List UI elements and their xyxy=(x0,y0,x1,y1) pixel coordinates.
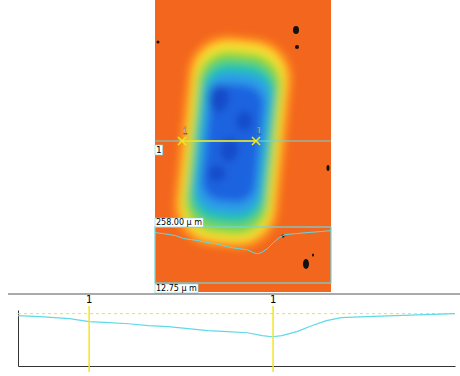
plot-area xyxy=(18,314,455,337)
y-axis xyxy=(18,311,19,367)
map-background xyxy=(155,0,331,292)
width-label-box xyxy=(155,218,203,227)
cursor-line xyxy=(272,306,274,372)
surface-map xyxy=(155,0,331,292)
depth-label: 12.75 μ m xyxy=(155,284,198,293)
profile-line xyxy=(18,314,455,337)
speck-0 xyxy=(293,26,299,34)
pit-layer-1 xyxy=(176,38,290,247)
cursor-label: 1 xyxy=(256,127,261,136)
pit-patch-0 xyxy=(207,83,230,113)
speck-2 xyxy=(303,259,309,269)
cursor-cross xyxy=(252,137,260,145)
depth-label-box xyxy=(155,284,198,293)
pit-layer-5 xyxy=(200,81,266,204)
separator xyxy=(8,294,460,295)
map-cursor xyxy=(178,137,186,145)
cursor-label: 1 xyxy=(182,127,187,136)
reference-line xyxy=(18,313,455,314)
width-label: 258.00 μ m xyxy=(155,218,203,227)
depth-label-text: 12.75 μ m xyxy=(156,284,197,293)
speck-3 xyxy=(157,41,160,44)
axis-line xyxy=(18,311,19,367)
cursor-label: 1 xyxy=(86,294,92,305)
cursor-label: 1 xyxy=(270,294,276,305)
pit-patch-3 xyxy=(207,165,227,183)
profile-label: 1 xyxy=(155,145,163,155)
cursor-cross xyxy=(178,137,186,145)
speck-4 xyxy=(327,165,330,171)
profile-label-text: 1 xyxy=(156,145,162,155)
x-axis xyxy=(19,366,456,367)
cursor-span xyxy=(182,140,256,142)
pit-layer-4 xyxy=(193,69,273,217)
canvas: 1 1 1 258.00 μ m 12.75 μ m 1 1 xyxy=(0,0,460,376)
mini-profile xyxy=(155,231,331,254)
pit-layer-2 xyxy=(182,48,285,238)
speck-1 xyxy=(295,45,299,49)
pit-patch-2 xyxy=(235,110,253,132)
profile-label-box xyxy=(155,145,163,155)
axis-line xyxy=(19,366,456,367)
speck-6 xyxy=(312,254,314,257)
width-label-text: 258.00 μ m xyxy=(156,218,202,227)
cursor-line xyxy=(88,306,90,372)
profile-box xyxy=(155,227,331,283)
pit-layer-3 xyxy=(188,59,279,228)
map-cursor xyxy=(252,137,260,145)
